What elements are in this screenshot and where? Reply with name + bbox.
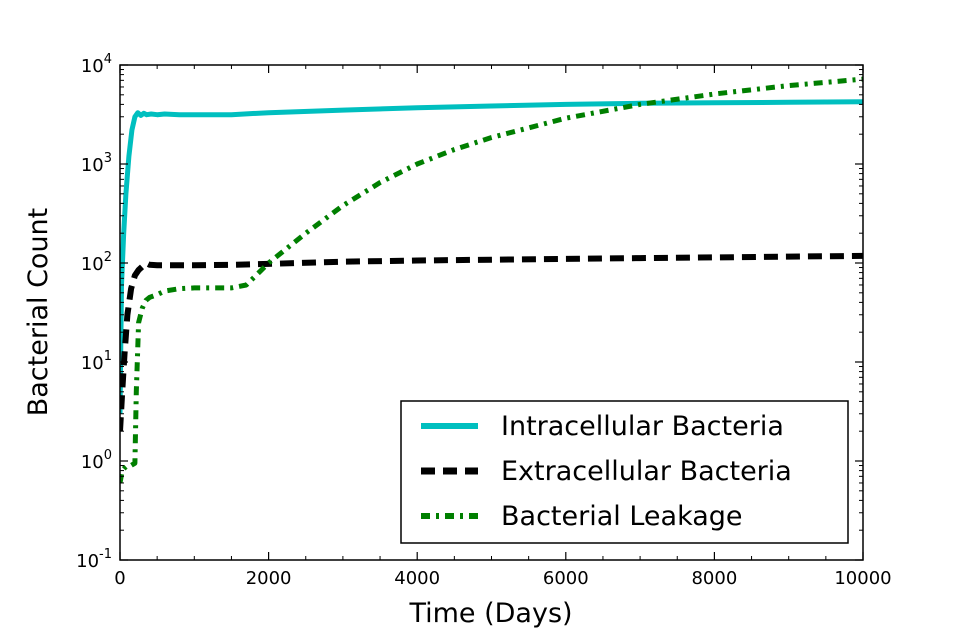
y-tick-label: 104 (81, 52, 112, 77)
y-tick-label: 103 (81, 151, 112, 176)
x-tick-label: 2000 (246, 568, 292, 589)
legend-label-0: Intracellular Bacteria (501, 411, 784, 442)
x-tick-label: 0 (114, 568, 125, 589)
x-tick-label: 10000 (834, 568, 891, 589)
x-tick-label: 4000 (394, 568, 440, 589)
x-tick-label: 8000 (691, 568, 737, 589)
legend-entries: Intracellular Bacteria Extracellular Bact… (421, 411, 792, 532)
y-tick-label: 102 (81, 250, 112, 275)
y-tick-label: 101 (81, 349, 112, 374)
x-tick-label: 6000 (543, 568, 589, 589)
series-line-2 (120, 76, 863, 484)
series-line-0 (120, 99, 863, 414)
legend-label-2: Bacterial Leakage (501, 501, 743, 532)
y-tick-label: 100 (81, 448, 112, 473)
ticks-layer (119, 64, 864, 561)
legend: Intracellular Bacteria Extracellular Bact… (400, 400, 849, 544)
y-axis-label: Bacterial Count (23, 208, 54, 417)
x-axis-label: Time (Days) (408, 598, 572, 629)
legend-label-1: Extracellular Bacteria (501, 456, 792, 487)
series-line-1 (120, 252, 863, 432)
tick-labels-layer: 0 2000 4000 6000 8000 10000 10-1 100 101 102 103 10… (76, 52, 892, 589)
y-tick-label: 10-1 (76, 547, 112, 572)
series-layer (120, 76, 863, 484)
